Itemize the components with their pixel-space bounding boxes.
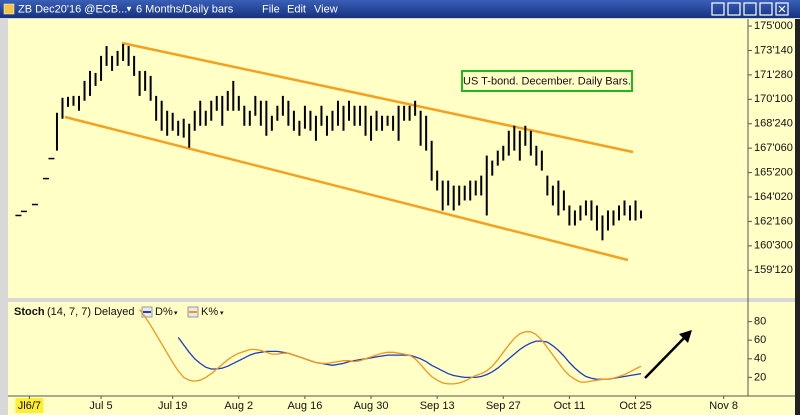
btn-maximize[interactable] xyxy=(759,2,773,16)
legend-arrow: ▾ xyxy=(220,310,224,317)
btn-b[interactable] xyxy=(727,2,741,16)
x-axis-panel xyxy=(8,396,795,415)
y-tick-label: 173'140 xyxy=(754,44,793,56)
x-tick-label: Aug 2 xyxy=(224,400,253,412)
y-tick-label: 165'200 xyxy=(754,166,793,178)
x-tick-label: Nov 8 xyxy=(709,400,738,412)
y-tick-label: 162'160 xyxy=(754,215,793,227)
y-tick-label: 171'280 xyxy=(754,69,793,81)
arrow-shaft xyxy=(644,333,689,379)
period[interactable]: 6 Months/Daily bars xyxy=(136,3,234,15)
channel-upper xyxy=(121,41,634,154)
x-tick-label: Jul 5 xyxy=(89,400,112,412)
app-icon xyxy=(3,3,15,15)
x-tick-label: Jl6/7 xyxy=(18,400,41,412)
y-tick-label: 20 xyxy=(754,371,766,383)
x-tick-label: Oct 25 xyxy=(619,400,651,412)
x-tick-label: Aug 16 xyxy=(287,400,322,412)
y-tick-label: 175'000 xyxy=(754,20,793,32)
y-tick-label: 164'020 xyxy=(754,191,793,203)
legend-label: K% xyxy=(201,306,218,318)
y-tick-label: 160'300 xyxy=(754,240,793,252)
window-buttons xyxy=(711,2,789,16)
stoch-panel xyxy=(8,302,795,396)
x-tick-label: Sep 27 xyxy=(486,400,521,412)
dropdown-arrow[interactable]: ▼ xyxy=(125,5,133,14)
y-tick-label: 40 xyxy=(754,353,766,365)
annotation-box xyxy=(461,70,633,92)
right-border xyxy=(795,19,800,415)
study-name: Stoch xyxy=(14,306,45,318)
study-params: (14, 7, 7) Delayed xyxy=(47,306,134,318)
stoch-legend: Stoch (14, 7, 7) Delayed xyxy=(14,306,134,318)
stoch-line xyxy=(139,309,642,385)
symbol[interactable]: ZB Dec20'16 @ECB... xyxy=(18,3,127,15)
x-tick-label: Oct 11 xyxy=(554,400,586,412)
y-tick-label: 167'060 xyxy=(754,142,793,154)
close-x xyxy=(778,5,786,13)
annotation: US T-bond. December. Daily Bars. xyxy=(463,75,631,87)
cursor-date-bg xyxy=(15,398,44,413)
x-tick-label: Sep 13 xyxy=(420,400,455,412)
menu-file[interactable]: File xyxy=(262,3,280,15)
y-tick-label: 60 xyxy=(754,334,766,346)
y-tick-label: 168'240 xyxy=(754,118,793,130)
y-tick-label: 80 xyxy=(754,316,766,328)
y-tick-label: 159'120 xyxy=(754,264,793,276)
x-tick-label: Aug 30 xyxy=(354,400,389,412)
legend-label: D% xyxy=(155,306,173,318)
legend-arrow: ▾ xyxy=(174,310,178,317)
btn-close[interactable] xyxy=(775,2,789,16)
x-tick-label: Jul 19 xyxy=(158,400,187,412)
btn-minimize[interactable] xyxy=(743,2,757,16)
toolbar-bg xyxy=(0,0,800,18)
toolbar: ZB Dec20'16 @ECB... ▼ 6 Months/Daily bar… xyxy=(0,0,800,18)
y-tick-label: 170'100 xyxy=(754,93,793,105)
menu-edit[interactable]: Edit xyxy=(287,3,306,15)
arrow-head xyxy=(679,330,692,343)
channel-lower xyxy=(64,115,629,262)
price-panel xyxy=(8,19,795,298)
menu-view[interactable]: View xyxy=(314,3,338,15)
btn-a[interactable] xyxy=(711,2,725,16)
